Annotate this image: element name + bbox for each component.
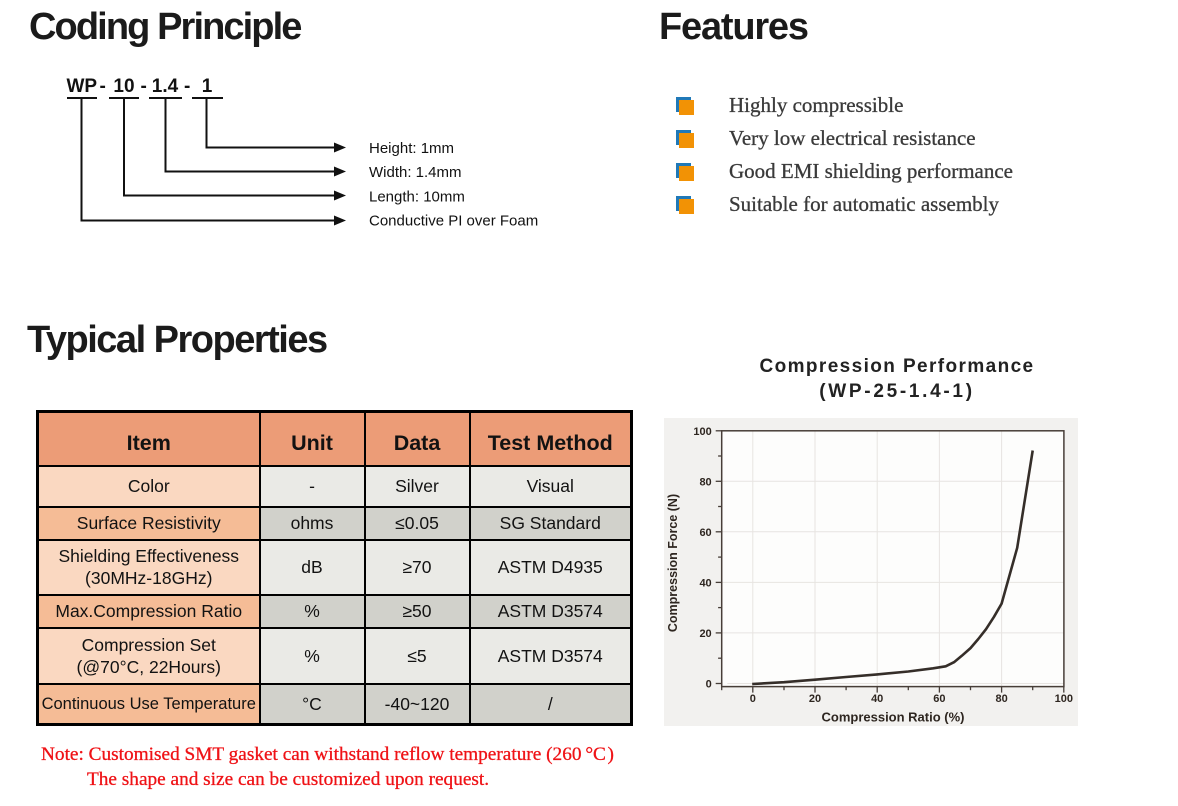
svg-text:Width: 1.4mm: Width: 1.4mm <box>369 164 462 181</box>
svg-text:40: 40 <box>871 693 883 705</box>
svg-text:Compression Ratio (%): Compression Ratio (%) <box>821 710 964 725</box>
svg-text:20: 20 <box>699 628 711 640</box>
svg-text:60: 60 <box>933 693 945 705</box>
svg-text:40: 40 <box>699 577 711 589</box>
svg-text:0: 0 <box>750 693 756 705</box>
svg-text:Compression Force (N): Compression Force (N) <box>666 494 680 632</box>
svg-text:Height: 1mm: Height: 1mm <box>369 140 454 157</box>
svg-text:20: 20 <box>809 693 821 705</box>
svg-text:80: 80 <box>995 693 1007 705</box>
svg-text:0: 0 <box>706 679 712 691</box>
svg-text:100: 100 <box>1055 693 1073 705</box>
svg-text:Length: 10mm: Length: 10mm <box>369 189 465 206</box>
svg-text:Conductive PI over Foam: Conductive PI over Foam <box>369 213 538 230</box>
svg-text:80: 80 <box>699 476 711 488</box>
svg-text:100: 100 <box>693 426 711 438</box>
svg-text:60: 60 <box>699 527 711 539</box>
